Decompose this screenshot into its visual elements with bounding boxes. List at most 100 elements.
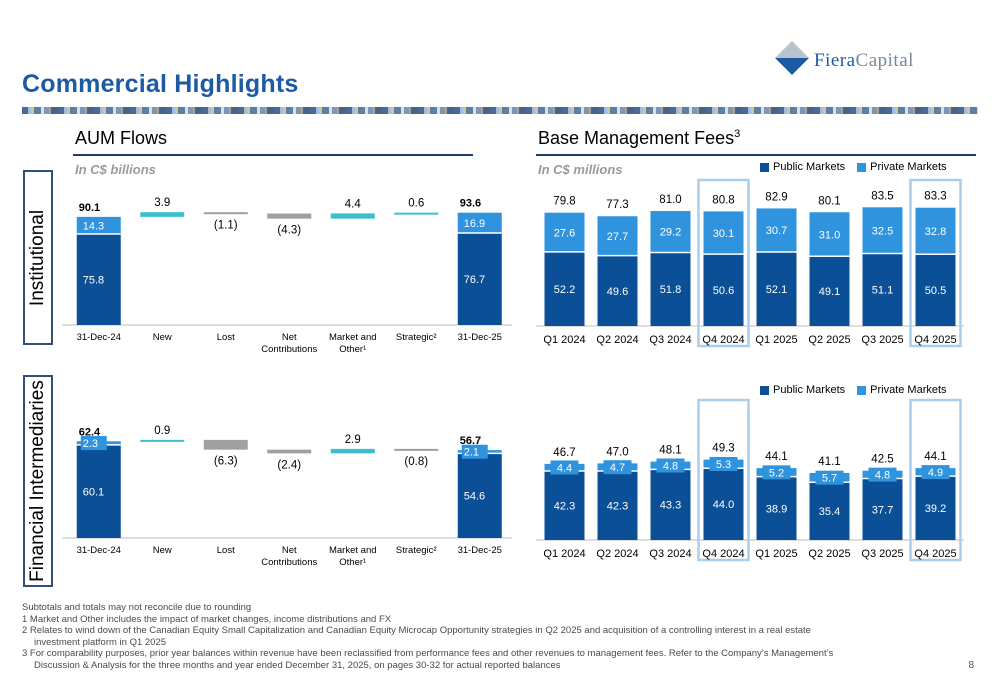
private-label-bg-1 xyxy=(603,460,632,475)
private-value-7: 32.8 xyxy=(925,226,946,238)
total-value-6: 42.5 xyxy=(871,454,893,466)
closing-public-label: 54.6 xyxy=(464,491,485,503)
public-value-3: 50.6 xyxy=(713,285,734,297)
aum-title-rule xyxy=(73,154,473,156)
legend-private-swatch xyxy=(857,162,867,172)
category-label-0: Q1 2024 xyxy=(543,548,585,560)
public-bar-1 xyxy=(597,255,638,326)
public-bar-2 xyxy=(650,469,691,540)
header-decorative-stripe xyxy=(22,107,978,114)
closing-private-bar xyxy=(457,212,502,233)
category-label-3: Contributions xyxy=(261,557,317,568)
legend-public-markets: Public Markets xyxy=(760,384,845,396)
public-value-5: 35.4 xyxy=(819,506,840,518)
fees-title-footnote: 3 xyxy=(734,128,741,140)
flow-label-5: 0.6 xyxy=(408,198,424,210)
private-bar-1 xyxy=(597,216,638,256)
category-label-2: Lost xyxy=(217,545,235,556)
public-value-4: 38.9 xyxy=(766,503,787,515)
legend-public-label: Public Markets xyxy=(773,384,846,396)
private-label-bg-2 xyxy=(656,458,685,473)
private-value-1: 27.7 xyxy=(607,231,628,243)
opening-total-label: 90.1 xyxy=(79,202,100,214)
opening-public-label: 60.1 xyxy=(83,486,104,498)
private-label-bg-7 xyxy=(921,465,950,480)
public-bar-0 xyxy=(544,251,585,326)
flow-label-5: (0.8) xyxy=(404,456,428,468)
closing-private-label-bg xyxy=(461,444,488,459)
total-value-5: 80.1 xyxy=(818,195,840,207)
public-bar-3 xyxy=(703,254,744,326)
public-value-3: 44.0 xyxy=(713,499,734,511)
fees-title-rule xyxy=(536,154,976,156)
private-bar-5 xyxy=(809,212,850,257)
closing-public-bar xyxy=(457,453,502,538)
aum-institutional-waterfall-chart: 75.8 14.3 90.1 3.9 (1.1) (4.3) 4.4 0.6 76.7 16.9 9… xyxy=(62,197,512,355)
fiera-capital-logo: FieraCapital xyxy=(775,41,976,78)
total-value-1: 47.0 xyxy=(606,446,628,458)
logo-wordmark: FieraCapital xyxy=(814,50,914,72)
category-label-2: Q3 2024 xyxy=(649,548,691,560)
public-value-2: 51.8 xyxy=(660,284,681,296)
total-value-4: 82.9 xyxy=(765,191,787,203)
flow-bar-1 xyxy=(140,212,185,217)
highlight-frame-7 xyxy=(909,398,962,562)
legend-private-label: Private Markets xyxy=(870,161,947,173)
private-value-4: 5.2 xyxy=(769,467,784,479)
category-label-1: Q2 2024 xyxy=(596,548,638,560)
total-value-0: 79.8 xyxy=(553,196,575,208)
category-label-6: Q3 2025 xyxy=(861,334,903,346)
closing-public-bar xyxy=(457,232,502,325)
public-bar-0 xyxy=(544,471,585,540)
institutional-row-label: Institutional xyxy=(23,170,53,345)
footnote-3: 3 For comparability purposes, prior year… xyxy=(22,648,834,659)
public-bar-7 xyxy=(915,254,956,326)
flow-bar-2 xyxy=(203,439,248,450)
total-value-6: 83.5 xyxy=(871,190,893,202)
private-value-2: 4.8 xyxy=(663,461,678,473)
highlight-frame-3 xyxy=(697,178,750,348)
fees-title: Base Management Fees3 xyxy=(538,128,740,149)
public-bar-2 xyxy=(650,252,691,326)
flow-bar-5 xyxy=(394,448,439,451)
total-value-5: 41.1 xyxy=(818,456,840,468)
category-label-1: Q2 2024 xyxy=(596,334,638,346)
private-bar-2 xyxy=(650,210,691,253)
legend-public-swatch xyxy=(760,162,769,172)
flow-label-1: 0.9 xyxy=(154,425,170,437)
flow-bar-5 xyxy=(394,212,439,215)
footnote-2: 2 Relates to wind down of the Canadian E… xyxy=(22,625,811,636)
public-bar-5 xyxy=(809,482,850,540)
closing-total-label: 93.6 xyxy=(460,198,481,210)
closing-private-label: 2.1 xyxy=(464,447,479,459)
private-value-1: 4.7 xyxy=(610,462,625,474)
footnote-1: 1 Market and Other includes the impact o… xyxy=(22,613,392,625)
category-label-7: Q4 2025 xyxy=(914,334,956,346)
total-value-3: 49.3 xyxy=(712,443,734,455)
closing-total-label: 56.7 xyxy=(460,435,481,447)
category-label-5: Strategic² xyxy=(396,545,437,556)
category-label-3: Contributions xyxy=(261,344,317,355)
opening-private-bar xyxy=(76,216,121,235)
flow-bar-3 xyxy=(267,449,312,454)
public-value-0: 52.2 xyxy=(554,284,575,296)
flow-label-4: 4.4 xyxy=(345,198,362,210)
closing-private-label: 16.9 xyxy=(464,218,485,230)
public-value-2: 43.3 xyxy=(660,500,681,512)
page-title: Commercial Highlights xyxy=(22,70,299,98)
private-label-bg-5 xyxy=(815,470,844,485)
private-value-6: 4.8 xyxy=(875,470,890,482)
private-value-5: 31.0 xyxy=(819,229,840,241)
public-value-7: 39.2 xyxy=(925,503,946,515)
public-value-7: 50.5 xyxy=(925,285,946,297)
total-value-2: 48.1 xyxy=(659,445,681,457)
private-bar-4 xyxy=(756,208,797,253)
flow-label-3: (4.3) xyxy=(277,225,301,237)
public-value-4: 52.1 xyxy=(766,284,787,296)
category-label-6: 31-Dec-25 xyxy=(458,545,502,556)
private-value-0: 27.6 xyxy=(554,227,575,239)
public-bar-6 xyxy=(862,478,903,540)
public-bar-3 xyxy=(703,468,744,540)
total-value-3: 80.8 xyxy=(712,194,734,206)
category-label-5: Q2 2025 xyxy=(808,334,850,346)
